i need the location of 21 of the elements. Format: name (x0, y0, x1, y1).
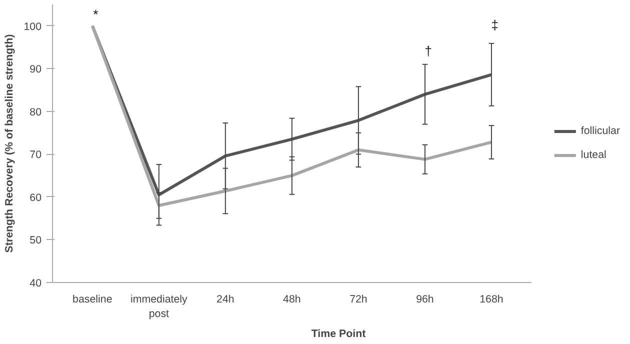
x-tick-label: 72h (350, 294, 368, 306)
x-tick-label: baseline (72, 294, 112, 306)
x-tick-label: 24h (216, 294, 234, 306)
y-tick-label: 40 (30, 278, 42, 290)
y-tick-label: 100 (24, 20, 42, 33)
x-tick-label: 48h (283, 294, 301, 306)
x-axis-title: Time Point (311, 328, 366, 340)
y-tick-label: 70 (30, 149, 42, 162)
x-tick-label: 96h (416, 294, 434, 306)
x-tick-label: 168h (480, 294, 504, 306)
legend-label: luteal (580, 149, 606, 161)
y-tick-label: 60 (30, 192, 42, 204)
annotation: † (424, 43, 432, 58)
y-tick-label: 50 (30, 234, 42, 247)
y-axis-title: Strength Recovery (% of baseline strength) (4, 34, 16, 253)
annotation: ‡ (491, 17, 499, 32)
legend-label: follicular (580, 125, 620, 137)
y-tick-label: 90 (30, 64, 42, 76)
annotation: * (93, 6, 98, 22)
x-tick-label: immediately post (130, 294, 188, 320)
y-tick-label: 80 (30, 106, 42, 118)
